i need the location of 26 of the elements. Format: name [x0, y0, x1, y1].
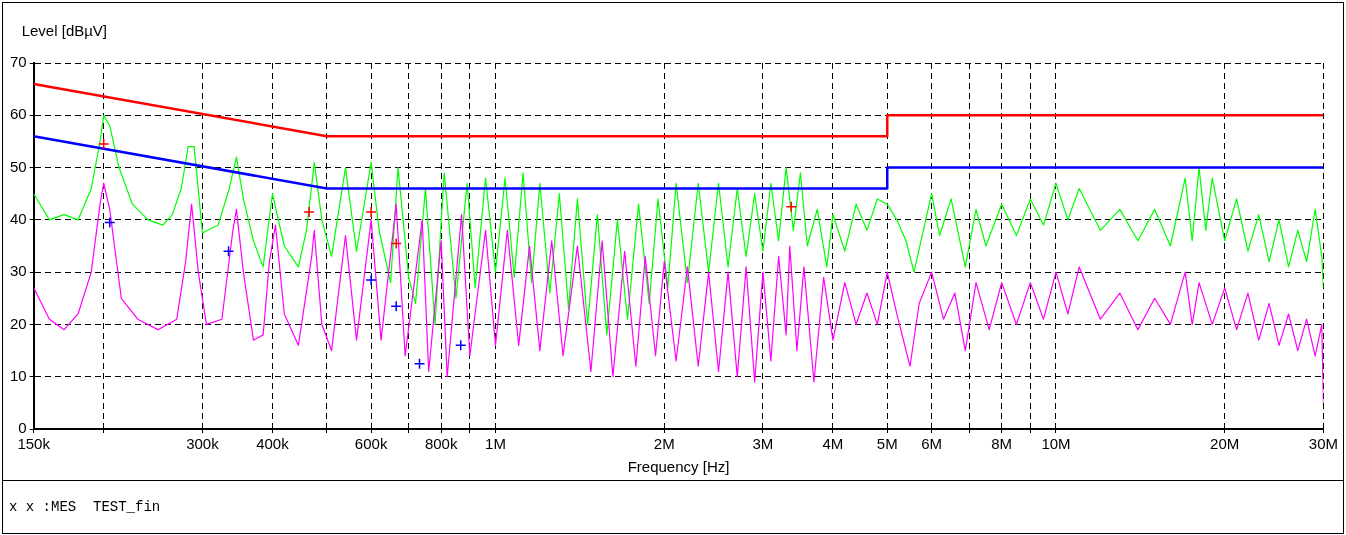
- x-tick-label: 8M: [991, 435, 1013, 453]
- y-tick-label: 0: [18, 419, 27, 437]
- y-tick-label: 60: [10, 105, 27, 123]
- y-tick-label: 40: [10, 210, 27, 227]
- x-tick-label: 4M: [822, 435, 844, 453]
- y-tick-label: 20: [10, 314, 27, 332]
- x-tick-label: 800k: [424, 435, 458, 453]
- x-tick-label: 1M: [485, 435, 506, 453]
- y-tick-label: 10: [10, 366, 27, 384]
- x-axis-title: Frequency [Hz]: [627, 458, 730, 476]
- x-tick-label: 5M: [876, 435, 898, 453]
- x-tick-label: 2M: [653, 435, 675, 453]
- y-axis-title: Level [dBµV]: [21, 21, 108, 39]
- x-tick-label: 400k: [256, 435, 290, 453]
- text: x x :MES TEST_fin: [9, 499, 162, 515]
- x-tick-label: 3M: [752, 435, 774, 453]
- x-tick-label: 150k: [17, 435, 51, 453]
- x-tick-label: 300k: [186, 435, 220, 453]
- x-tick-label: 30M: [1308, 435, 1338, 453]
- x-tick-label: 600k: [354, 435, 388, 453]
- x-tick-label: 6M: [921, 435, 943, 453]
- x-tick-label: 20M: [1210, 435, 1240, 453]
- x-tick-label: 10M: [1041, 435, 1071, 453]
- y-tick-label: 30: [10, 262, 27, 280]
- y-tick-label: 50: [10, 157, 27, 175]
- y-tick-label: 70: [10, 53, 27, 71]
